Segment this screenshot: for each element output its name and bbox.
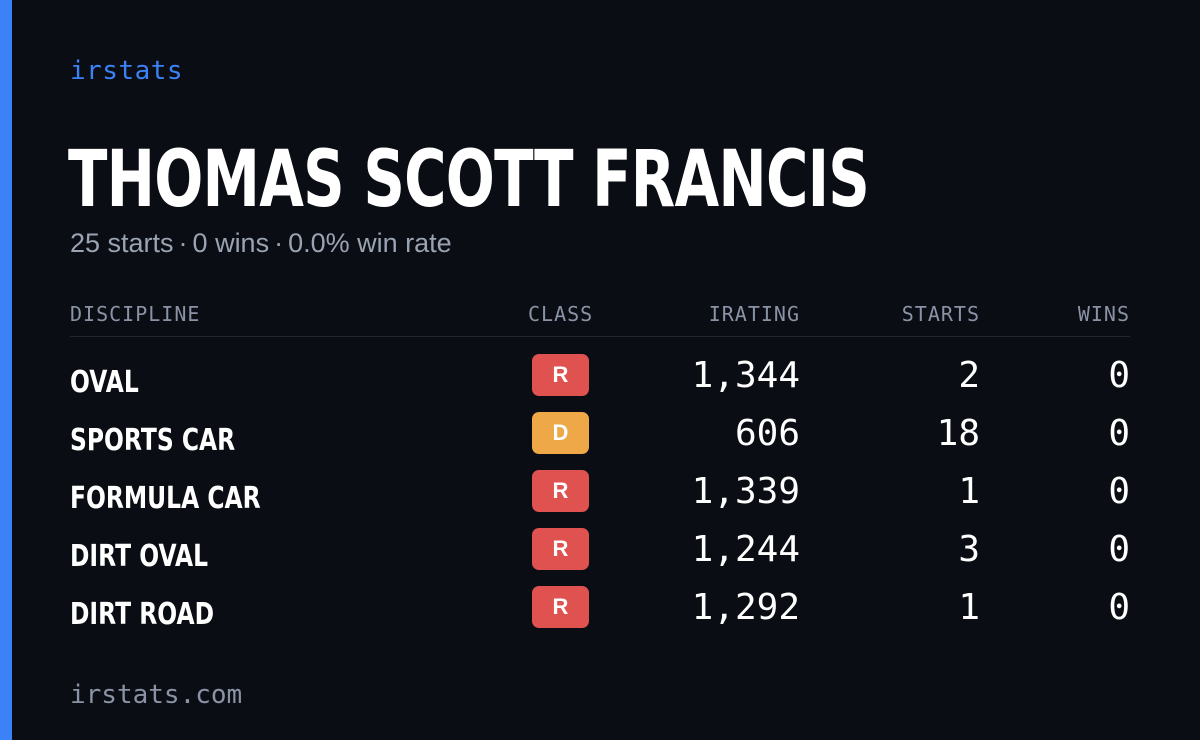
discipline-name: SPORTS CAR bbox=[70, 423, 236, 458]
starts-value: 1 bbox=[958, 471, 980, 512]
table-row: DIRT OVAL R 1,244 3 0 bbox=[70, 527, 1130, 585]
discipline-name: FORMULA CAR bbox=[70, 481, 261, 516]
summary-starts: 25 starts bbox=[70, 228, 174, 258]
class-badge: D bbox=[532, 412, 589, 454]
accent-bar bbox=[0, 0, 12, 740]
summary-win-rate: 0.0% win rate bbox=[288, 228, 452, 258]
starts-value: 3 bbox=[958, 529, 980, 570]
wins-value: 0 bbox=[1108, 529, 1130, 570]
class-badge: R bbox=[532, 354, 589, 396]
discipline-name: DIRT ROAD bbox=[70, 597, 215, 632]
header-starts: STARTS bbox=[901, 302, 980, 326]
table-body: OVAL R 1,344 2 0 SPORTS CAR D 606 18 0 F… bbox=[70, 337, 1130, 643]
header-wins: WINS bbox=[1077, 302, 1130, 326]
irating-value: 1,292 bbox=[691, 587, 800, 628]
irating-value: 1,344 bbox=[691, 355, 800, 396]
class-badge: R bbox=[532, 586, 589, 628]
table-header: DISCIPLINE CLASS IRATING STARTS WINS bbox=[70, 296, 1130, 337]
header-class: CLASS bbox=[528, 302, 594, 326]
class-badge: R bbox=[532, 528, 589, 570]
table-row: DIRT ROAD R 1,292 1 0 bbox=[70, 585, 1130, 643]
driver-summary: 25 starts · 0 wins · 0.0% win rate bbox=[70, 228, 452, 259]
starts-value: 18 bbox=[936, 413, 980, 454]
wins-value: 0 bbox=[1108, 355, 1130, 396]
starts-value: 1 bbox=[958, 587, 980, 628]
irating-value: 1,339 bbox=[691, 471, 800, 512]
irating-value: 1,244 bbox=[691, 529, 800, 570]
table-row: SPORTS CAR D 606 18 0 bbox=[70, 411, 1130, 469]
stats-table: DISCIPLINE CLASS IRATING STARTS WINS OVA… bbox=[70, 296, 1130, 643]
summary-separator: · bbox=[178, 228, 188, 258]
brand-logo: irstats bbox=[70, 56, 184, 86]
header-discipline: DISCIPLINE bbox=[70, 302, 201, 326]
discipline-name: OVAL bbox=[70, 365, 139, 400]
table-row: OVAL R 1,344 2 0 bbox=[70, 353, 1130, 411]
class-badge: R bbox=[532, 470, 589, 512]
summary-separator: · bbox=[274, 228, 284, 258]
wins-value: 0 bbox=[1108, 471, 1130, 512]
wins-value: 0 bbox=[1108, 413, 1130, 454]
summary-wins: 0 wins bbox=[192, 228, 270, 258]
footer-url: irstats.com bbox=[70, 680, 243, 710]
discipline-name: DIRT OVAL bbox=[70, 539, 209, 574]
header-irating: IRATING bbox=[708, 302, 800, 326]
irating-value: 606 bbox=[734, 413, 800, 454]
driver-name: THOMAS SCOTT FRANCIS bbox=[68, 135, 870, 225]
starts-value: 2 bbox=[958, 355, 980, 396]
table-row: FORMULA CAR R 1,339 1 0 bbox=[70, 469, 1130, 527]
wins-value: 0 bbox=[1108, 587, 1130, 628]
